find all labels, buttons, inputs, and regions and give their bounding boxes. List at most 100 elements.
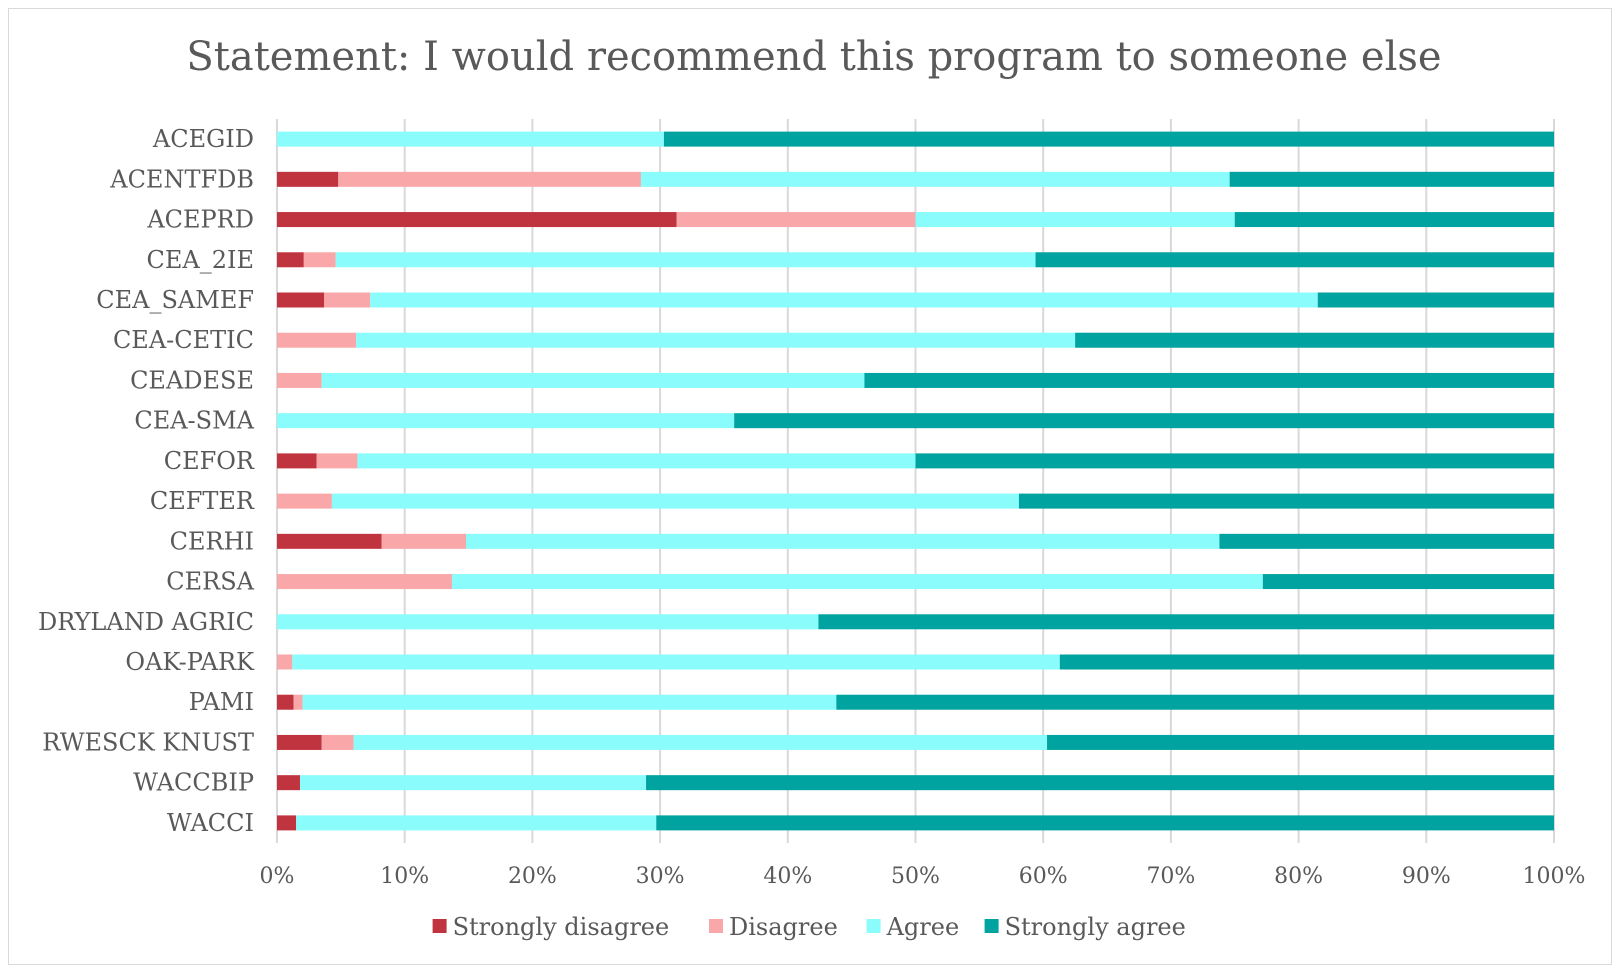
x-tick-label: 70% xyxy=(1146,864,1195,889)
bar-segment xyxy=(331,493,1019,509)
bar-segment xyxy=(1317,292,1554,308)
bar-segment xyxy=(1229,171,1554,187)
category-label: PAMI xyxy=(189,688,254,716)
x-tick-label: 50% xyxy=(891,864,940,889)
bar-segment xyxy=(1234,212,1554,228)
bar-segment xyxy=(381,533,466,549)
bar-segment xyxy=(277,453,317,469)
bar-segment xyxy=(321,372,865,388)
bar-segment xyxy=(465,533,1220,549)
bar-segment xyxy=(293,694,303,710)
bar-segment xyxy=(277,252,304,268)
category-label: DRYLAND AGRIC xyxy=(38,608,254,636)
bar-segment xyxy=(640,171,1230,187)
bar-segment xyxy=(663,131,1554,147)
category-label: WACCI xyxy=(167,809,254,837)
category-label: CEFTER xyxy=(150,487,255,515)
chart-title: Statement: I would recommend this progra… xyxy=(186,34,1441,80)
legend-swatch xyxy=(866,919,881,933)
bar-segment xyxy=(1047,734,1554,750)
bar-segment xyxy=(915,453,1554,469)
category-label: RWESCK KNUST xyxy=(42,728,254,756)
bar-segment xyxy=(1018,493,1554,509)
bar-segment xyxy=(277,372,322,388)
bar-segment xyxy=(324,292,371,308)
bar-segment xyxy=(277,413,735,429)
bar-segment xyxy=(277,332,357,348)
bar-segment xyxy=(277,212,677,228)
bar-segment xyxy=(357,453,916,469)
bar-segment xyxy=(277,171,339,187)
bar-segment xyxy=(451,574,1263,590)
x-tick-label: 90% xyxy=(1402,864,1451,889)
bar-segment xyxy=(277,493,332,509)
gridlines xyxy=(276,119,1555,843)
bars xyxy=(277,131,1554,831)
legend-label: Disagree xyxy=(729,913,838,941)
x-tick-label: 20% xyxy=(508,864,557,889)
bar-segment xyxy=(353,734,1048,750)
category-label: CERHI xyxy=(170,527,254,555)
bar-segment xyxy=(277,574,452,590)
x-tick-label: 30% xyxy=(636,864,685,889)
bar-segment xyxy=(1219,533,1554,549)
category-label: CEFOR xyxy=(164,447,255,475)
bar-segment xyxy=(277,694,294,710)
x-tick-labels: 0% 10% 20% 30% 40% 50% 60% 70% 80% 90% 100% xyxy=(260,864,1586,889)
x-tick-label: 100% xyxy=(1523,864,1586,889)
legend-label: Strongly disagree xyxy=(453,913,670,941)
chart-frame xyxy=(8,8,1612,965)
bar-segment xyxy=(356,332,1076,348)
category-labels: ACEGID ACENTFDB ACEPRD CEA_2IE CEA_SAMEF CEA-… xyxy=(38,125,255,837)
category-label: CERSA xyxy=(166,568,254,596)
bar-segment xyxy=(292,654,1060,670)
category-label: ACEPRD xyxy=(146,206,254,234)
category-label: WACCBIP xyxy=(133,769,254,797)
bar-segment xyxy=(277,815,297,831)
bar-segment xyxy=(915,212,1235,228)
category-label: ACEGID xyxy=(152,125,254,153)
x-tick-label: 10% xyxy=(380,864,429,889)
x-tick-label: 60% xyxy=(1019,864,1068,889)
x-tick-label: 80% xyxy=(1274,864,1323,889)
bar-segment xyxy=(277,533,382,549)
category-label: CEA_2IE xyxy=(147,246,254,274)
category-label: CEA_SAMEF xyxy=(96,286,254,314)
x-tick-label: 40% xyxy=(763,864,812,889)
bar-segment xyxy=(1262,574,1554,590)
bar-segment xyxy=(370,292,1318,308)
legend-swatch xyxy=(984,919,999,933)
bar-segment xyxy=(277,292,325,308)
bar-segment xyxy=(277,131,664,147)
legend-swatch xyxy=(709,919,723,933)
bar-segment xyxy=(864,372,1554,388)
bar-segment xyxy=(277,775,300,791)
bar-segment xyxy=(277,614,819,630)
bar-segment xyxy=(277,654,293,670)
bar-segment xyxy=(1035,252,1554,268)
legend-swatch xyxy=(432,919,447,933)
bar-segment xyxy=(676,212,916,228)
bar-segment xyxy=(296,815,657,831)
bar-segment xyxy=(277,734,322,750)
legend-label: Agree xyxy=(886,913,960,941)
legend: Strongly disagree Disagree Agree Strongly a… xyxy=(432,913,1186,941)
category-label: CEA-SMA xyxy=(134,407,254,435)
bar-segment xyxy=(734,413,1554,429)
bar-segment xyxy=(1075,332,1554,348)
bar-segment xyxy=(646,775,1554,791)
bar-segment xyxy=(316,453,358,469)
bar-segment xyxy=(1059,654,1554,670)
x-tick-label: 0% xyxy=(260,864,295,889)
bar-segment xyxy=(299,775,647,791)
bar-segment xyxy=(303,252,336,268)
bar-segment xyxy=(321,734,354,750)
bar-segment xyxy=(818,614,1554,630)
legend-label: Strongly agree xyxy=(1005,913,1186,941)
category-label: OAK-PARK xyxy=(125,648,255,676)
bar-segment xyxy=(836,694,1554,710)
bar-segment xyxy=(656,815,1554,831)
category-label: ACENTFDB xyxy=(109,165,254,193)
category-label: CEADESE xyxy=(130,366,254,394)
